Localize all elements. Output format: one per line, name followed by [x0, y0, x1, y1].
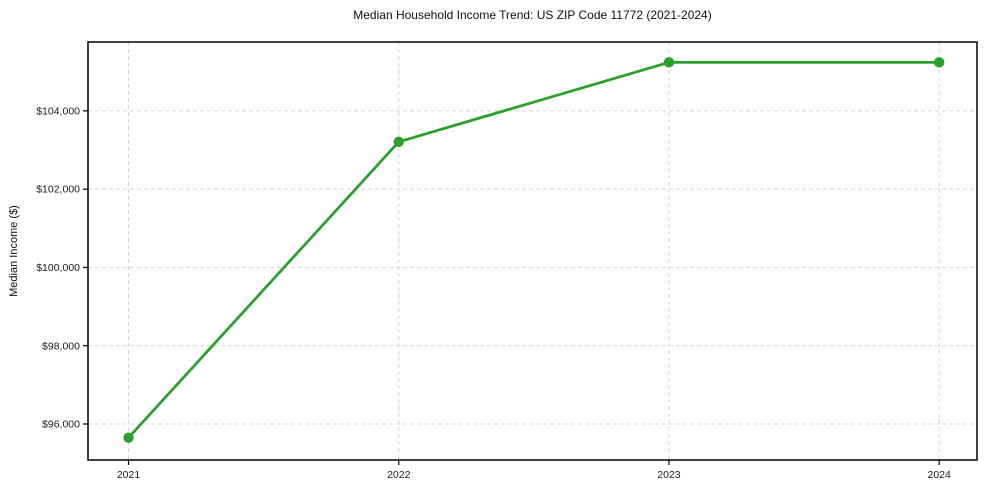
trend-line	[127, 60, 941, 440]
data-point-marker	[393, 136, 404, 148]
y-tick-label: $96,000	[42, 419, 80, 431]
chart-title: Median Household Income Trend: US ZIP Co…	[353, 8, 712, 22]
data-point-marker	[933, 57, 945, 68]
y-tick-label: $98,000	[42, 340, 80, 352]
data-point-marker	[663, 57, 675, 68]
x-tick-label: 2022	[387, 469, 411, 481]
y-tick-label: $102,000	[36, 184, 80, 196]
x-tick-label: 2023	[657, 469, 681, 481]
y-tick-label: $100,000	[36, 262, 80, 274]
plot-frame	[87, 41, 978, 461]
data-point-marker	[123, 432, 134, 443]
x-tick-label: 2024	[927, 469, 951, 481]
x-tick-label: 2021	[117, 469, 141, 481]
y-tick-label: $104,000	[36, 105, 80, 117]
